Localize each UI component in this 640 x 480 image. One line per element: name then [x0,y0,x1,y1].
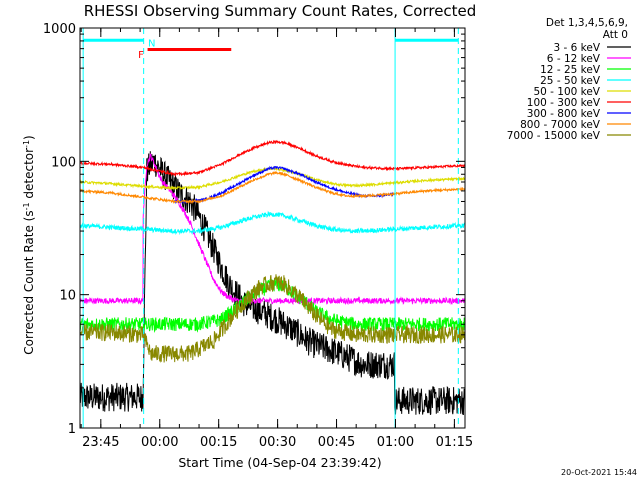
footer-timestamp: 20-Oct-2021 15:44 [561,468,637,477]
legend-label: 6 - 12 keV [547,53,601,65]
x-tick-label: 00:30 [259,435,296,450]
x-tick-label: 01:15 [436,435,473,450]
chart-title: RHESSI Observing Summary Count Rates, Co… [84,2,477,20]
x-tick-label: 00:00 [141,435,178,450]
y-axis-label-part: detector [22,148,36,203]
series-line-8 [79,171,466,205]
plot-frame [79,27,466,429]
overlay-layer: NF [82,28,459,428]
flag-label: F [138,50,144,61]
x-tick-label: 00:15 [200,435,237,450]
y-axis-label-sup2: -1 [22,140,31,148]
legend-label: 800 - 7000 keV [520,119,601,131]
y-axis-label-sup1: -1 [22,202,31,210]
legend-label: 300 - 800 keV [527,108,601,120]
series-line-5 [79,166,466,191]
legend-label: 25 - 50 keV [540,75,601,87]
flag-label: N [148,38,155,49]
series-line-6 [79,139,466,177]
x-tick-label: 01:00 [377,435,414,450]
y-tick-label: 10 [59,289,76,304]
axes-layer: 1 10 100 1000 23:45 00:00 00:15 00:30 00:45 01:00… [43,22,473,450]
x-axis-label: Start Time (04-Sep-04 23:39:42) [178,455,381,470]
legend-label: 100 - 300 keV [527,97,601,109]
legend-label: 7000 - 15000 keV [507,130,601,142]
y-axis-label-part: Corrected Count Rate (s [22,210,36,354]
y-axis-label-part: ) [22,135,36,140]
y-tick-label: 1000 [43,22,76,37]
y-tick-label: 1 [68,422,76,437]
x-tick-label: 23:45 [82,435,119,450]
legend-header: Det 1,3,4,5,6,9, [546,17,628,29]
y-axis-label: Corrected Count Rate (s-1 detector-1) [22,135,37,354]
legend-label: 12 - 25 keV [540,64,601,76]
series-line-4 [79,210,465,236]
legend-header: Att 0 [603,29,628,41]
legend-label: 3 - 6 keV [553,42,600,54]
data-layer [79,139,466,416]
series-line-9 [79,274,466,363]
y-tick-label: 100 [51,155,76,170]
x-tick-label: 00:45 [318,435,355,450]
legend-label: 50 - 100 keV [533,86,600,98]
